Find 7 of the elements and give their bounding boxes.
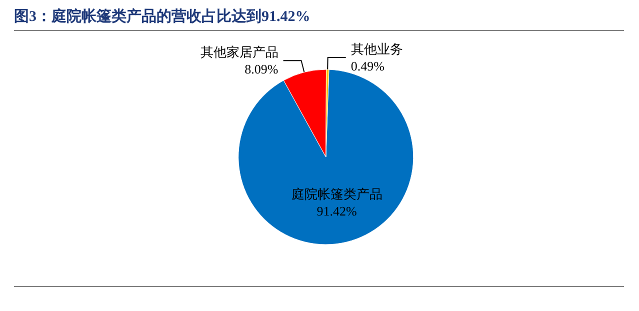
slice-label: 庭院帐篷类产品 — [291, 186, 382, 202]
slice-label: 其他家居产品 — [200, 44, 278, 60]
chart-title: 图3：庭院帐篷类产品的营收占比达到91.42% — [14, 4, 624, 31]
data-label: 0.49% — [350, 58, 385, 74]
data-label: 91.42% — [316, 203, 357, 218]
data-label: 8.09% — [244, 62, 278, 77]
slice-label: 其他业务 — [350, 42, 403, 57]
